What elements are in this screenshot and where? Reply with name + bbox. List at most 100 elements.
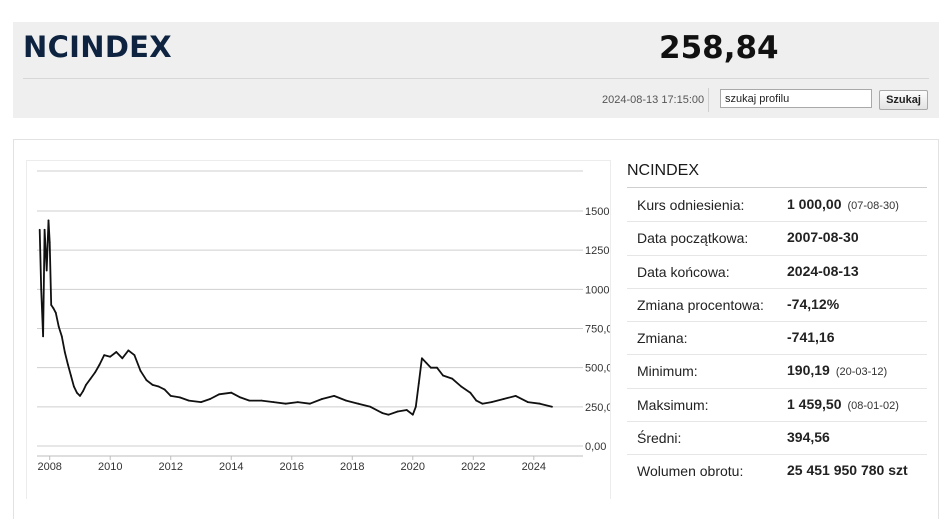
stat-value: 394,56 (787, 429, 830, 446)
price-point (260, 399, 263, 402)
price-point (345, 399, 348, 402)
stat-value: 2024-08-13 (787, 262, 859, 279)
stat-row-volume: Wolumen obrotu: 25 451 950 780 szt (627, 455, 927, 488)
stat-label: Wolumen obrotu: (637, 463, 744, 480)
price-point (145, 379, 148, 382)
price-point (436, 366, 438, 369)
price-point (475, 399, 478, 402)
stat-value: 190,19 (20-03-12) (787, 362, 888, 379)
stat-row-end-date: Data końcowa: 2024-08-13 (627, 256, 927, 289)
stat-value: -74,12% (787, 295, 840, 312)
stat-note: (07-08-30) (847, 200, 899, 212)
index-name: NCINDEX (23, 30, 172, 64)
x-tick-label: 2012 (158, 461, 182, 473)
price-point (421, 357, 423, 360)
price-point (490, 401, 493, 403)
price-point (103, 354, 106, 356)
price-point (411, 413, 414, 416)
price-point (163, 388, 166, 391)
price-point (40, 288, 43, 291)
price-point (514, 395, 517, 397)
price-point (369, 405, 372, 408)
price-point (451, 377, 453, 380)
x-tick-label: 2014 (219, 461, 243, 473)
stat-label: Minimum: (637, 363, 698, 380)
price-point (272, 401, 275, 403)
price-point (67, 363, 69, 366)
price-point (230, 391, 233, 394)
price-point (396, 410, 399, 413)
price-point (357, 402, 360, 405)
info-title-divider (627, 187, 927, 188)
price-point (70, 374, 72, 377)
price-point (218, 393, 221, 396)
search-button[interactable]: Szukaj (879, 90, 928, 110)
price-point (42, 335, 44, 338)
price-point (539, 402, 541, 405)
price-point (481, 402, 484, 405)
price-point (157, 385, 160, 388)
price-point (239, 396, 242, 399)
stat-row-percent-change: Zmiana procentowa: -74,12% (627, 289, 927, 323)
price-point (405, 409, 408, 411)
price-point (98, 363, 101, 366)
price-point (127, 349, 130, 352)
price-point (85, 384, 87, 386)
price-point (381, 412, 384, 414)
y-tick-label: 1000,00 (585, 284, 610, 296)
y-tick-label: 0,00 (585, 441, 606, 453)
stat-value: 2007-08-30 (787, 229, 859, 246)
timestamp: 2024-08-13 17:15:00 (602, 94, 705, 106)
price-point (60, 335, 63, 338)
price-point (526, 401, 529, 403)
x-tick-label: 2010 (98, 461, 122, 473)
price-point (188, 399, 190, 402)
stat-label: Kurs odniesienia: (637, 197, 745, 213)
stat-row-start-date: Data początkowa: 2007-08-30 (627, 222, 927, 256)
price-point (43, 228, 46, 231)
price-point (284, 402, 287, 405)
price-point (414, 405, 417, 408)
stat-row-average: Średni: 394,56 (627, 422, 927, 456)
price-point (551, 405, 553, 408)
price-point (89, 377, 92, 380)
price-point (139, 369, 142, 372)
price-point (57, 326, 60, 328)
price-point (76, 391, 78, 394)
x-tick-label: 2024 (522, 461, 546, 473)
price-point (63, 351, 66, 353)
stat-row-reference: Kurs odniesienia: 1 000,00 (07-08-30) (627, 189, 927, 223)
x-tick-label: 2016 (280, 461, 304, 473)
price-point (248, 399, 251, 402)
price-point (321, 398, 323, 400)
price-point (133, 354, 136, 356)
header-separator (708, 88, 709, 112)
price-point (115, 351, 118, 353)
y-tick-label: 750,00 (585, 324, 610, 336)
price-point (309, 402, 311, 405)
stat-value: 1 000,00 (07-08-30) (787, 196, 899, 212)
y-tick-label: 500,00 (585, 363, 610, 375)
price-point (73, 385, 75, 388)
x-tick-label: 2008 (37, 461, 61, 473)
stat-label: Data początkowa: (637, 230, 749, 247)
price-point (200, 401, 202, 403)
price-point (430, 366, 432, 369)
price-point (121, 357, 124, 360)
x-tick-label: 2022 (461, 461, 485, 473)
price-point (82, 390, 84, 393)
price-point (417, 382, 420, 385)
price-point (425, 362, 428, 364)
price-point (442, 374, 444, 377)
last-value: 258,84 (659, 30, 779, 66)
profile-search-input[interactable] (720, 89, 872, 108)
header-bar: NCINDEX 258,84 2024-08-13 17:15:00 Szuka… (13, 22, 939, 118)
price-point (52, 307, 55, 309)
price-point (109, 355, 112, 358)
stat-label: Zmiana: (637, 330, 688, 347)
price-point (47, 219, 50, 222)
info-title: NCINDEX (627, 162, 700, 179)
stat-note: (20-03-12) (835, 366, 888, 379)
stat-label: Średni: (637, 430, 682, 447)
header-divider (23, 78, 929, 79)
